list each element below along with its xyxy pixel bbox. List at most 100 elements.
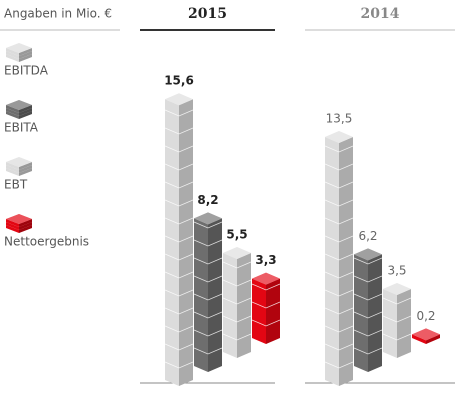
cube-edge bbox=[164, 109, 194, 117]
icon-top-light bbox=[6, 214, 32, 224]
right-face bbox=[179, 99, 193, 386]
icon-side bbox=[6, 225, 19, 233]
cube-edge bbox=[222, 261, 252, 269]
cube-edge bbox=[193, 221, 223, 229]
unit-label: Angaben in Mio. € bbox=[4, 7, 112, 21]
bar bbox=[251, 272, 281, 344]
left-face bbox=[412, 334, 426, 344]
bar bbox=[222, 247, 252, 358]
bar bbox=[412, 328, 440, 344]
icon-side bbox=[19, 165, 32, 173]
icon-side bbox=[19, 108, 32, 116]
right-shade bbox=[339, 137, 353, 386]
right-face bbox=[208, 218, 222, 372]
cube-edge bbox=[164, 343, 194, 351]
legend-label: EBT bbox=[4, 178, 28, 192]
bar bbox=[353, 248, 383, 372]
top-light bbox=[252, 272, 280, 285]
icon-top bbox=[6, 43, 32, 53]
cube-edge bbox=[324, 145, 354, 153]
cube-edge bbox=[324, 253, 354, 261]
cube-edge bbox=[353, 257, 383, 265]
icon-side bbox=[19, 105, 32, 113]
legend-icon bbox=[6, 157, 32, 176]
icon-side bbox=[6, 48, 19, 56]
icon-shade bbox=[19, 219, 32, 227]
cube-edge bbox=[324, 343, 354, 351]
cube-edge bbox=[222, 279, 252, 287]
left-face bbox=[383, 289, 397, 358]
cube-edge bbox=[164, 235, 194, 243]
top-light bbox=[223, 247, 251, 259]
legend-icon bbox=[6, 214, 32, 233]
icon-side bbox=[6, 108, 19, 116]
cube-edge bbox=[324, 235, 354, 243]
cube-edge bbox=[324, 217, 354, 225]
value-label: 13,5 bbox=[326, 112, 353, 126]
legend-label: EBITDA bbox=[4, 64, 49, 78]
icon-shade bbox=[19, 48, 32, 56]
right-face bbox=[368, 254, 382, 372]
icon-side bbox=[6, 219, 19, 227]
right-shade bbox=[237, 253, 251, 358]
right-face bbox=[426, 334, 440, 344]
icon-top-light bbox=[6, 43, 32, 53]
icon-shade bbox=[19, 222, 32, 230]
cube-edge bbox=[324, 307, 354, 315]
icon-side bbox=[6, 111, 19, 119]
cube-edge bbox=[251, 301, 281, 309]
top-face bbox=[412, 328, 440, 341]
cube-edge bbox=[193, 257, 223, 265]
right-face bbox=[339, 137, 353, 386]
cube-edge bbox=[382, 297, 412, 305]
category-label: 2015 bbox=[188, 6, 227, 22]
cube-edge bbox=[353, 347, 383, 355]
top-face bbox=[252, 272, 280, 285]
cube-edge bbox=[251, 283, 281, 291]
cube-edge bbox=[164, 253, 194, 261]
cube-edge bbox=[324, 361, 354, 369]
legend-label: Nettoergebnis bbox=[4, 235, 89, 249]
bar bbox=[193, 212, 223, 372]
icon-shade bbox=[19, 111, 32, 119]
top-light bbox=[383, 283, 411, 295]
legend-label: EBITA bbox=[4, 121, 39, 135]
icon-side bbox=[19, 111, 32, 119]
icon-shade bbox=[19, 168, 32, 176]
cube-edge bbox=[324, 181, 354, 189]
value-label: 8,2 bbox=[197, 193, 218, 207]
icon-side bbox=[6, 54, 19, 62]
bar bbox=[324, 131, 354, 386]
icon-shade bbox=[19, 165, 32, 173]
cube-edge bbox=[164, 307, 194, 315]
cube-edge bbox=[193, 329, 223, 337]
cube-edge bbox=[324, 289, 354, 297]
cube-edge bbox=[382, 333, 412, 341]
top-light bbox=[412, 328, 440, 341]
bar bbox=[164, 93, 194, 386]
cube-edge bbox=[222, 297, 252, 305]
value-label: 0,2 bbox=[416, 309, 435, 323]
icon-shade bbox=[19, 105, 32, 113]
cube-edge bbox=[164, 217, 194, 225]
right-shade bbox=[426, 334, 440, 344]
cube-edge bbox=[164, 163, 194, 171]
value-label: 3,5 bbox=[387, 264, 406, 278]
right-face bbox=[397, 289, 411, 358]
top-light bbox=[194, 212, 222, 225]
icon-side bbox=[6, 165, 19, 173]
legend-icon bbox=[6, 100, 32, 119]
icon-side bbox=[19, 54, 32, 62]
value-label: 5,5 bbox=[226, 228, 247, 242]
icon-side bbox=[19, 48, 32, 56]
top-light bbox=[354, 248, 382, 261]
cube-edge bbox=[164, 325, 194, 333]
top-face bbox=[354, 248, 382, 261]
icon-shade bbox=[19, 225, 32, 233]
icon-top-light bbox=[6, 157, 32, 167]
cube-edge bbox=[251, 319, 281, 327]
cube-edge bbox=[164, 271, 194, 279]
right-face bbox=[266, 278, 280, 344]
cube-edge bbox=[164, 289, 194, 297]
left-face bbox=[354, 254, 368, 372]
